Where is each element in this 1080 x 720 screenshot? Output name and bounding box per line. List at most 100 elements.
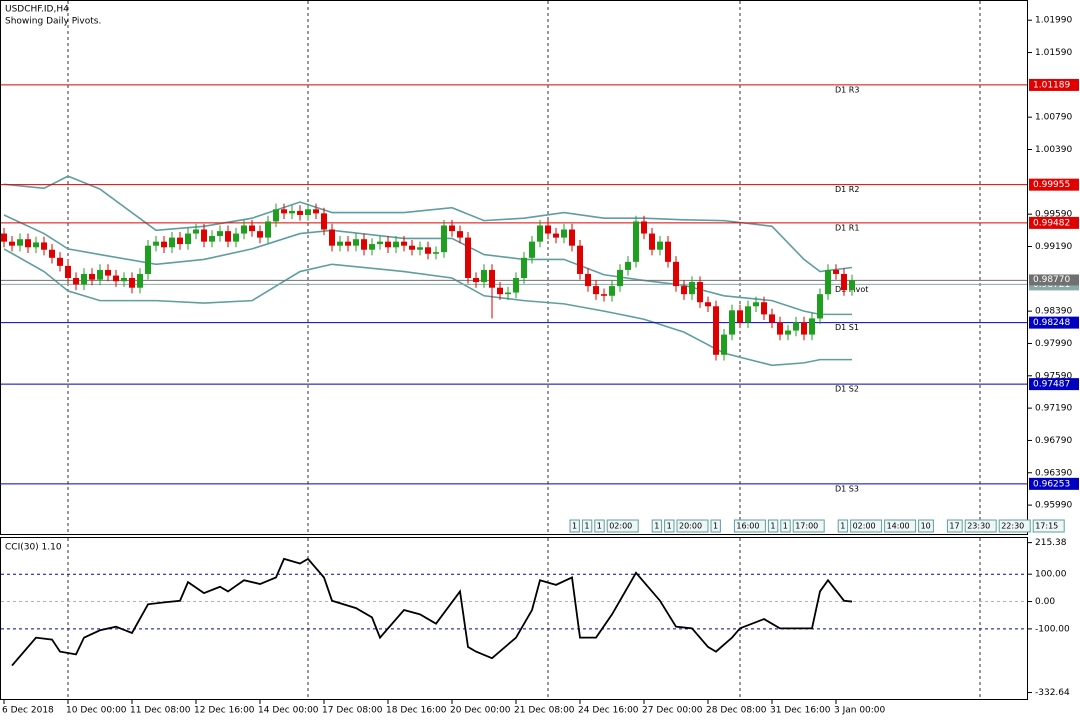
- cci-panel: [0, 537, 1028, 700]
- candle-body: [145, 245, 151, 274]
- candle-body: [217, 231, 223, 236]
- candle-body: [441, 225, 447, 253]
- candle-body: [681, 286, 687, 295]
- candle-body: [729, 310, 735, 335]
- candle-body: [273, 209, 279, 222]
- price-box-label: 0.99482: [1033, 218, 1070, 228]
- x-tick-label: 17 Dec 08:00: [322, 706, 383, 716]
- timeline-box: [918, 519, 934, 533]
- y-tick-label: 0.97190: [1035, 404, 1072, 414]
- candle-body: [521, 257, 527, 279]
- candle-body: [345, 241, 351, 246]
- pivot-name: D1 R2: [835, 185, 859, 194]
- candle-body: [849, 280, 855, 291]
- timeline-box: [651, 519, 663, 533]
- candle-body: [553, 233, 559, 238]
- candle-body: [489, 269, 495, 288]
- y-tick-label: 1.00790: [1035, 113, 1072, 123]
- timeline-label: 1: [572, 522, 577, 531]
- candle-body: [281, 209, 287, 214]
- timeline-box: [837, 519, 849, 533]
- y-tick-label: 0.97990: [1035, 339, 1072, 349]
- candle-body: [473, 278, 479, 283]
- candle-body: [1, 233, 7, 242]
- candle-body: [185, 233, 191, 245]
- timeline-box: [850, 519, 883, 533]
- candle-body: [241, 225, 247, 234]
- pivot-name: D1 S2: [835, 385, 859, 394]
- timeline-label: 1: [770, 522, 775, 531]
- candle-body: [801, 322, 807, 335]
- y-tick-label: -100.00: [1035, 624, 1070, 634]
- timeline-box: [664, 519, 675, 533]
- candle-body: [225, 231, 231, 242]
- timeline-label: 17:00: [795, 522, 818, 531]
- candle-body: [393, 241, 399, 248]
- price-box: [1029, 274, 1079, 286]
- timeline-label: 23:30: [967, 522, 990, 531]
- candle-body: [577, 245, 583, 274]
- timeline-box: [792, 519, 825, 533]
- price-box: [1029, 216, 1079, 229]
- candle-body: [537, 225, 543, 242]
- candle-body: [153, 241, 159, 246]
- timeline-box: [569, 519, 580, 533]
- candle-body: [529, 241, 535, 258]
- candle-body: [305, 209, 311, 215]
- timeline-label: 1: [840, 522, 845, 531]
- candle-body: [193, 229, 199, 234]
- candle-body: [657, 241, 663, 250]
- candle-body: [569, 229, 575, 246]
- timeline-label: 1: [667, 522, 672, 531]
- candle-body: [337, 241, 343, 246]
- candle-body: [297, 210, 303, 215]
- chart-subtitle: Showing Daily Pivots.: [5, 17, 101, 27]
- candle-body: [425, 247, 431, 254]
- y-tick-label: 0.00: [1035, 597, 1055, 607]
- candle-body: [289, 210, 295, 214]
- candle-body: [361, 239, 367, 250]
- candle-body: [753, 302, 759, 307]
- timeline-box: [767, 519, 779, 533]
- price-box: [1029, 178, 1079, 191]
- y-tick-label: 215.38: [1035, 538, 1067, 548]
- candle-body: [33, 242, 39, 248]
- candle-body: [401, 241, 407, 246]
- candle-body: [817, 294, 823, 319]
- bollinger-band: [3, 248, 852, 367]
- candle-body: [129, 278, 135, 288]
- candle-body: [177, 237, 183, 245]
- candle-body: [481, 269, 487, 283]
- candle-body: [705, 302, 711, 307]
- candle-body: [737, 310, 743, 323]
- x-tick-label: 28 Dec 08:00: [706, 706, 767, 716]
- price-box-label: 0.97487: [1033, 380, 1070, 390]
- candle-body: [65, 265, 71, 279]
- y-tick-label: 0.98390: [1035, 307, 1072, 317]
- candle-body: [369, 244, 375, 250]
- x-tick-label: 27 Dec 00:00: [642, 706, 703, 716]
- candle-body: [9, 241, 15, 246]
- x-tick-label: 20 Dec 00:00: [450, 706, 511, 716]
- price-box: [1029, 378, 1079, 391]
- candle-body: [409, 245, 415, 250]
- candle-body: [449, 225, 455, 232]
- timeline-box: [1032, 519, 1065, 533]
- candle-body: [601, 294, 607, 296]
- candle-body: [329, 229, 335, 246]
- timeline-label: 1: [654, 522, 659, 531]
- candle-body: [769, 314, 775, 323]
- x-tick-label: 21 Dec 08:00: [514, 706, 575, 716]
- candle-body: [689, 282, 695, 295]
- candle-body: [761, 302, 767, 315]
- candle-body: [265, 221, 271, 238]
- timeline-box: [606, 519, 639, 533]
- main-panel: [0, 0, 1028, 535]
- candle-body: [497, 287, 503, 295]
- timeline-box: [733, 519, 766, 533]
- candle-body: [777, 322, 783, 335]
- chart-title: USDCHF.ID,H4: [5, 5, 69, 15]
- candle-body: [841, 273, 847, 291]
